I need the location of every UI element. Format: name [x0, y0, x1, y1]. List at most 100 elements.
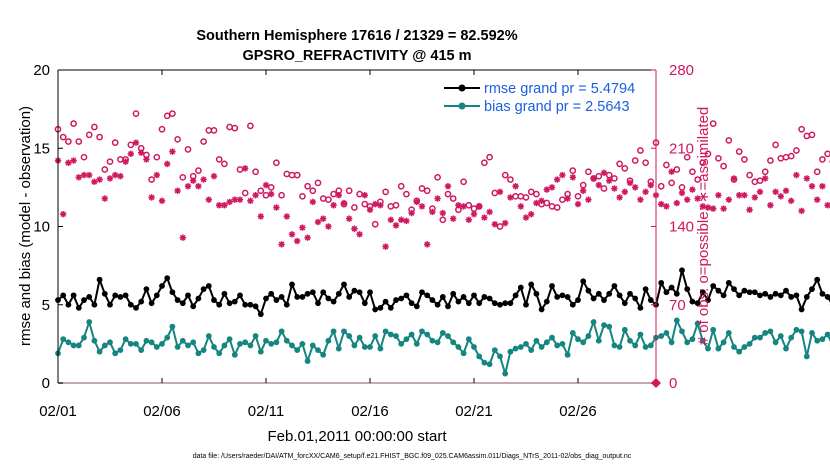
- obs-possible-point: [210, 127, 218, 134]
- obs-assimilated-point: [720, 205, 727, 212]
- obs-assimilated-point: [803, 175, 810, 182]
- obs-possible-point: [132, 110, 140, 117]
- bias-point: [819, 336, 826, 343]
- obs-possible-point: [735, 148, 743, 155]
- bias-point: [81, 334, 87, 341]
- legend: rmse grand pr = 5.4794 bias grand pr = 2…: [440, 78, 650, 116]
- obs-assimilated-point: [694, 195, 701, 202]
- rmse-point: [616, 292, 623, 299]
- bias-point: [549, 334, 555, 341]
- obs-possible-point: [507, 176, 514, 183]
- obs-possible-point: [148, 176, 155, 183]
- obs-assimilated-point: [741, 192, 748, 199]
- bias-point: [471, 344, 477, 350]
- rmse-point: [268, 290, 275, 297]
- obs-assimilated-point: [595, 181, 602, 189]
- bias-point: [606, 323, 613, 330]
- rmse-point: [642, 286, 649, 292]
- legend-rmse-label: rmse grand pr = 5.4794: [484, 81, 635, 97]
- obs-assimilated-point: [226, 198, 233, 206]
- bias-point: [419, 328, 425, 335]
- rmse-point: [382, 298, 389, 305]
- bias-point: [164, 334, 171, 341]
- rmse-point: [205, 283, 212, 289]
- rmse-point: [289, 281, 295, 288]
- bias-point: [460, 350, 467, 357]
- obs-assimilated-point: [148, 194, 155, 201]
- obs-assimilated-point: [403, 217, 410, 225]
- bias-point: [543, 339, 550, 346]
- obs-assimilated-point: [600, 169, 608, 177]
- bias-point: [101, 342, 108, 349]
- bias-point: [403, 336, 410, 343]
- obs-assimilated-point: [746, 206, 753, 213]
- bias-point: [585, 333, 592, 339]
- rmse-point: [684, 286, 691, 292]
- obs-possible-point: [746, 171, 753, 179]
- obs-assimilated-point: [200, 176, 207, 183]
- obs-assimilated-point: [626, 179, 634, 187]
- bias-point: [517, 344, 524, 350]
- rmse-point: [393, 297, 399, 303]
- obs-possible-point: [278, 191, 285, 199]
- rmse-point: [346, 294, 353, 300]
- rmse-point: [351, 287, 358, 294]
- obs-possible-point: [127, 141, 135, 149]
- obs-possible-point: [793, 147, 800, 154]
- obs-possible-point: [678, 184, 686, 191]
- rmse-point: [491, 300, 498, 307]
- obs-possible-point: [392, 201, 400, 209]
- rmse-point: [164, 275, 171, 282]
- obs-possible-point: [200, 138, 207, 145]
- bias-point: [757, 334, 763, 341]
- bias-point: [642, 344, 649, 350]
- rmse-point: [783, 287, 789, 294]
- obs-assimilated-point: [408, 209, 415, 217]
- obs-assimilated-point: [642, 188, 649, 196]
- obs-assimilated-point: [668, 168, 675, 175]
- rmse-point: [601, 297, 607, 303]
- rmse-point: [86, 294, 93, 300]
- obs-assimilated-point: [450, 215, 457, 222]
- bias-point: [476, 353, 483, 360]
- rmse-point: [637, 304, 644, 311]
- obs-assimilated-point: [470, 211, 478, 218]
- rmse-point: [554, 294, 561, 300]
- rmse-series: [55, 267, 830, 318]
- bias-point: [138, 347, 145, 354]
- obs-possible-point: [673, 166, 681, 173]
- rmse-point: [153, 292, 160, 299]
- obs-possible-point: [418, 185, 426, 192]
- rmse-point: [237, 292, 243, 299]
- obs-assimilated-point: [236, 196, 244, 203]
- legend-box: [440, 78, 650, 116]
- rmse-point: [65, 301, 72, 308]
- bias-point: [554, 342, 561, 349]
- bias-point: [679, 328, 685, 335]
- obs-possible-point: [704, 150, 712, 158]
- rmse-point: [91, 301, 98, 308]
- rmse-point: [185, 292, 191, 299]
- obs-assimilated-point: [299, 224, 306, 231]
- obs-possible-point: [361, 200, 369, 208]
- obs-assimilated-point: [122, 158, 129, 165]
- rmse-point: [517, 284, 524, 291]
- rmse-point: [824, 294, 830, 300]
- obs-possible-point: [637, 147, 644, 154]
- bias-point: [299, 340, 306, 347]
- rmse-point: [549, 283, 555, 289]
- bias-point: [663, 330, 670, 336]
- obs-assimilated-point: [372, 200, 379, 208]
- rmse-point: [668, 284, 675, 291]
- obs-assimilated-point: [117, 172, 124, 180]
- rmse-point: [242, 301, 249, 308]
- obs-possible-point: [80, 153, 88, 161]
- bias-point: [112, 350, 119, 357]
- obs-assimilated-point: [361, 192, 368, 199]
- bias-point: [694, 320, 701, 327]
- rmse-point: [335, 290, 342, 297]
- obs-possible-point: [158, 125, 166, 133]
- obs-possible-point: [709, 120, 717, 128]
- rmse-point: [476, 300, 483, 307]
- bias-point: [486, 361, 493, 368]
